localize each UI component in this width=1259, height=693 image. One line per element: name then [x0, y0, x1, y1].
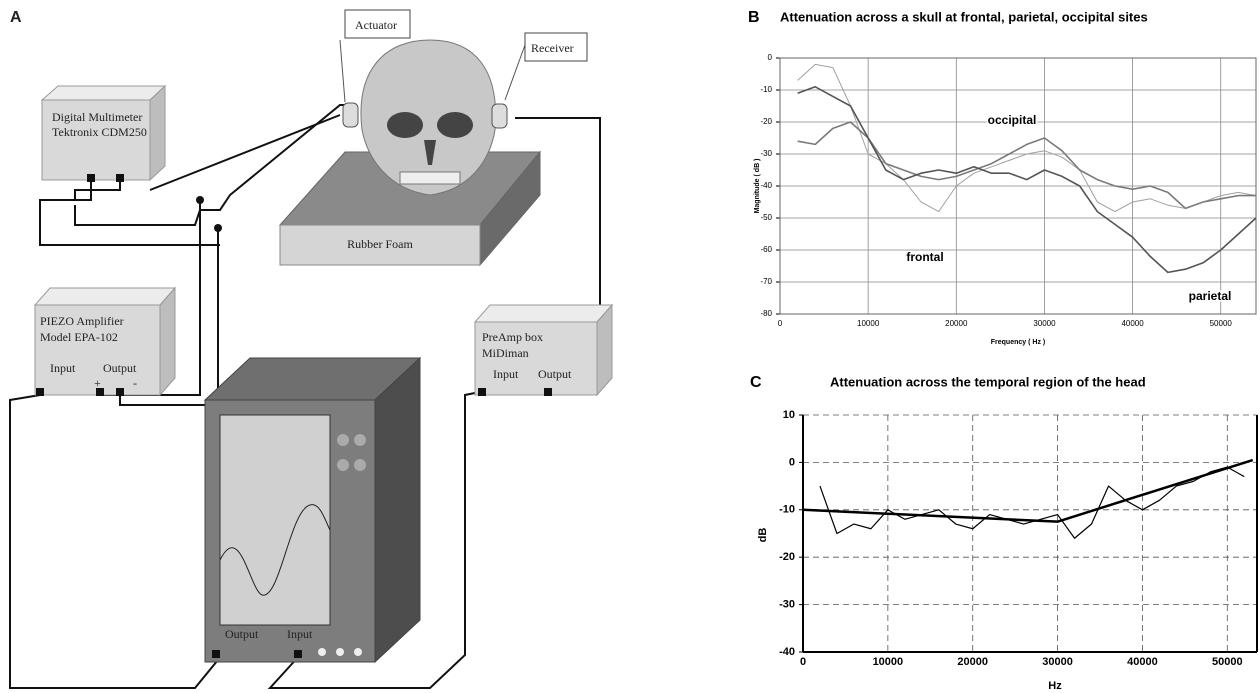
wire — [150, 115, 340, 190]
port-label: Output — [538, 367, 572, 381]
y-tick-label: 0 — [789, 456, 795, 468]
chart-title: Attenuation across a skull at frontal, p… — [780, 9, 1148, 24]
wire — [10, 392, 222, 688]
port-label: - — [133, 376, 137, 390]
y-tick-label: 10 — [783, 409, 795, 421]
x-tick-label: 0 — [778, 319, 783, 328]
x-tick-label: 10000 — [873, 656, 904, 668]
port-label: Output — [103, 361, 137, 375]
device-label: Receiver — [531, 41, 574, 55]
device-label: Model EPA-102 — [40, 330, 118, 344]
device-label: Tektronix CDM250 — [52, 125, 147, 139]
data-line — [798, 64, 1256, 211]
x-tick-label: 50000 — [1212, 656, 1243, 668]
y-tick-label: -10 — [779, 504, 795, 516]
x-axis-label: Hz — [1048, 680, 1062, 692]
y-tick-label: -60 — [760, 245, 772, 254]
panel-label: A — [10, 9, 22, 26]
x-tick-label: 50000 — [1210, 319, 1233, 328]
port-label: Input — [50, 361, 76, 375]
screen — [220, 415, 330, 625]
x-axis-label: Frequency ( Hz ) — [991, 339, 1045, 346]
y-tick-label: 0 — [768, 53, 773, 62]
figure: A Digital Multimeter Tektronix CDM250 Ru… — [0, 0, 1259, 693]
port-label: Output — [225, 627, 259, 641]
data-line — [803, 460, 1253, 522]
x-tick-label: 30000 — [1033, 319, 1056, 328]
x-tick-label: 30000 — [1042, 656, 1073, 668]
port-label: Input — [287, 627, 313, 641]
panel-label: B — [748, 9, 760, 26]
device-label: Rubber Foam — [347, 237, 413, 251]
port-label: + — [94, 376, 101, 390]
x-tick-label: 40000 — [1121, 319, 1144, 328]
device-label: Actuator — [355, 18, 397, 32]
chart-title: Attenuation across the temporal region o… — [830, 374, 1146, 389]
panel-label: C — [750, 374, 762, 391]
x-tick-label: 20000 — [945, 319, 968, 328]
x-tick-label: 0 — [800, 656, 806, 668]
y-tick-label: -80 — [760, 309, 772, 318]
series-label: occipital — [988, 113, 1037, 127]
x-tick-label: 10000 — [857, 319, 880, 328]
x-tick-label: 40000 — [1127, 656, 1158, 668]
y-tick-label: -20 — [779, 551, 795, 563]
wire — [40, 178, 220, 245]
setup-diagram: A Digital Multimeter Tektronix CDM250 Ru… — [10, 9, 612, 688]
device-label: PIEZO Amplifier — [40, 314, 124, 328]
y-tick-label: -40 — [779, 646, 795, 658]
series-label: frontal — [906, 250, 943, 264]
device-label: MiDiman — [482, 346, 529, 360]
y-tick-label: -20 — [760, 117, 772, 126]
port-label: Input — [493, 367, 519, 381]
series-label: parietal — [1189, 289, 1232, 303]
y-axis-label: dB — [757, 528, 769, 543]
data-line — [820, 467, 1244, 538]
y-tick-label: -50 — [760, 213, 772, 222]
y-tick-label: -40 — [760, 181, 772, 190]
device-label: PreAmp box — [482, 330, 543, 344]
y-tick-label: -30 — [760, 149, 772, 158]
y-tick-label: -30 — [779, 599, 795, 611]
device-label: Digital Multimeter — [52, 110, 142, 124]
x-tick-label: 20000 — [957, 656, 988, 668]
y-tick-label: -10 — [760, 85, 772, 94]
y-tick-label: -70 — [760, 277, 772, 286]
